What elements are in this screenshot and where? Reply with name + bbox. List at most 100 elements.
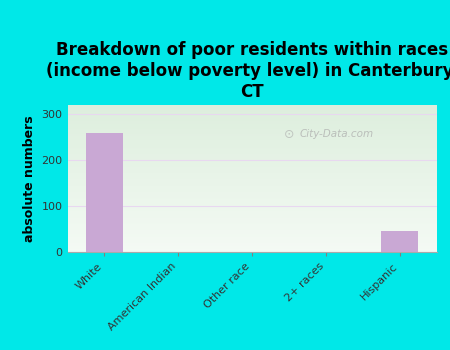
Title: Breakdown of poor residents within races
(income below poverty level) in Canterb: Breakdown of poor residents within races…: [46, 41, 450, 101]
Bar: [68, 195, 436, 196]
Bar: [68, 132, 436, 133]
Bar: [68, 199, 436, 201]
Bar: [68, 229, 436, 230]
Bar: [68, 117, 436, 118]
Bar: [68, 202, 436, 203]
Bar: [68, 208, 436, 209]
Bar: [68, 243, 436, 245]
Bar: [68, 158, 436, 159]
Bar: [68, 227, 436, 229]
Bar: [68, 174, 436, 176]
Bar: [68, 122, 436, 124]
Bar: [68, 137, 436, 139]
Bar: [68, 215, 436, 217]
Bar: [68, 231, 436, 233]
Bar: [68, 148, 436, 149]
Bar: [68, 220, 436, 221]
Bar: [86, 133, 123, 252]
Bar: [68, 183, 436, 184]
Bar: [68, 162, 436, 164]
Bar: [68, 105, 436, 106]
Bar: [68, 221, 436, 223]
Bar: [68, 134, 436, 136]
Bar: [68, 225, 436, 227]
Bar: [68, 143, 436, 145]
Bar: [68, 124, 436, 126]
Bar: [68, 211, 436, 212]
Bar: [68, 112, 436, 114]
Bar: [68, 170, 436, 171]
Bar: [68, 234, 436, 236]
Bar: [68, 201, 436, 202]
Bar: [68, 192, 436, 193]
Bar: [68, 146, 436, 148]
Bar: [68, 120, 436, 121]
Bar: [68, 118, 436, 120]
Bar: [68, 180, 436, 181]
Bar: [68, 178, 436, 180]
Bar: [68, 164, 436, 165]
Bar: [68, 149, 436, 150]
Text: City-Data.com: City-Data.com: [300, 130, 374, 139]
Bar: [68, 246, 436, 247]
Bar: [68, 181, 436, 183]
Bar: [68, 242, 436, 243]
Bar: [68, 214, 436, 215]
Bar: [68, 205, 436, 206]
Text: ⊙: ⊙: [284, 128, 294, 141]
Bar: [68, 176, 436, 177]
Bar: [68, 106, 436, 108]
Bar: [68, 145, 436, 146]
Bar: [68, 247, 436, 249]
Bar: [68, 130, 436, 132]
Bar: [68, 165, 436, 167]
Bar: [68, 186, 436, 187]
Bar: [68, 245, 436, 246]
Bar: [68, 189, 436, 190]
Bar: [68, 111, 436, 112]
Bar: [68, 203, 436, 205]
Bar: [68, 206, 436, 208]
Bar: [68, 187, 436, 189]
Bar: [68, 152, 436, 154]
Bar: [68, 115, 436, 117]
Bar: [68, 198, 436, 199]
Bar: [68, 251, 436, 252]
Bar: [68, 223, 436, 224]
Bar: [68, 173, 436, 174]
Bar: [381, 231, 418, 252]
Bar: [68, 236, 436, 237]
Bar: [68, 121, 436, 122]
Bar: [68, 136, 436, 137]
Bar: [68, 150, 436, 152]
Bar: [68, 154, 436, 155]
Bar: [68, 156, 436, 158]
Bar: [68, 184, 436, 186]
Bar: [68, 217, 436, 218]
Bar: [68, 233, 436, 234]
Bar: [68, 209, 436, 211]
Bar: [68, 142, 436, 143]
Y-axis label: absolute numbers: absolute numbers: [23, 115, 36, 242]
Bar: [68, 168, 436, 170]
Bar: [68, 171, 436, 173]
Bar: [68, 190, 436, 192]
Bar: [68, 230, 436, 231]
Bar: [68, 155, 436, 156]
Bar: [68, 139, 436, 140]
Bar: [68, 128, 436, 130]
Bar: [68, 224, 436, 225]
Bar: [68, 140, 436, 142]
Bar: [68, 126, 436, 127]
Bar: [68, 167, 436, 168]
Bar: [68, 110, 436, 111]
Bar: [68, 114, 436, 115]
Bar: [68, 237, 436, 239]
Bar: [68, 239, 436, 240]
Bar: [68, 127, 436, 128]
Bar: [68, 108, 436, 110]
Bar: [68, 193, 436, 195]
Bar: [68, 196, 436, 198]
Bar: [68, 249, 436, 251]
Bar: [68, 177, 436, 178]
